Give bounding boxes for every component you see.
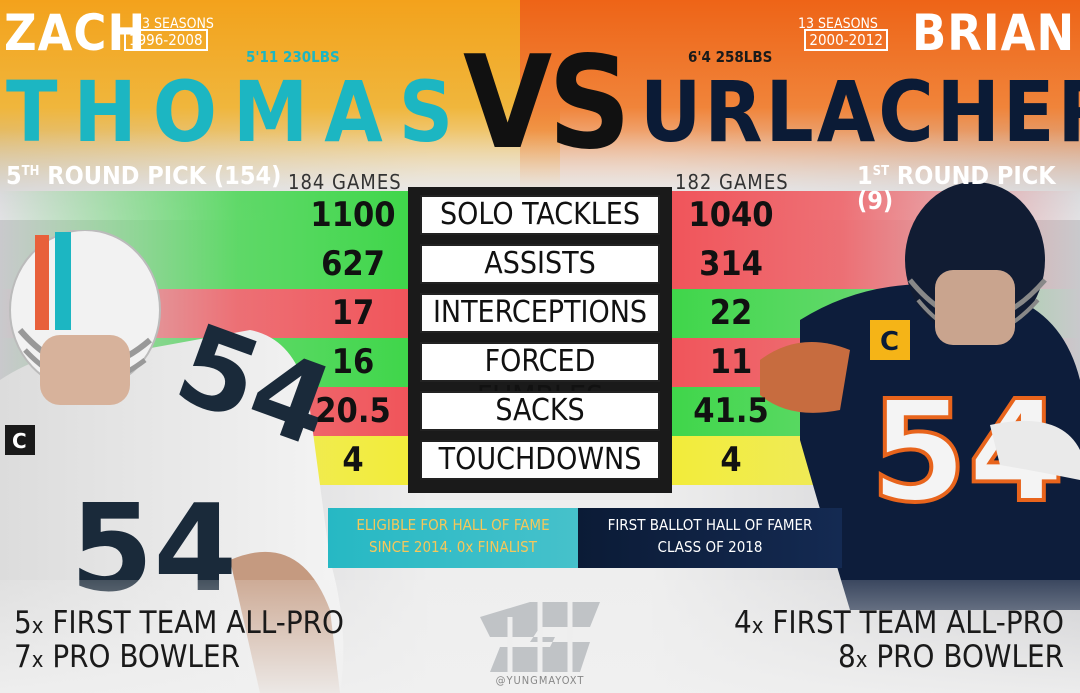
right-seasons: 13 SEASONS 2000-2012 bbox=[798, 16, 888, 52]
left-first-name: ZACH bbox=[4, 4, 147, 62]
left-hof-line2: SINCE 2014. 0x FINALIST bbox=[369, 537, 537, 556]
left-draft-pick: 5TH ROUND PICK (154) bbox=[6, 163, 281, 188]
right-pick-suffix: ST bbox=[872, 164, 890, 179]
right-stat-value: 11 bbox=[709, 342, 753, 382]
left-pick-num: 5 bbox=[6, 161, 22, 190]
left-games: 184 GAMES bbox=[288, 170, 402, 194]
captain-badge: C bbox=[880, 327, 899, 357]
right-games: 182 GAMES bbox=[675, 170, 789, 194]
left-honor-allpro: 5x FIRST TEAM ALL-PRO bbox=[14, 606, 344, 640]
left-pick-suffix: TH bbox=[21, 164, 40, 179]
stat-label: INTERCEPTIONS bbox=[420, 293, 660, 333]
right-hof-note: FIRST BALLOT HALL OF FAMER CLASS OF 2018 bbox=[578, 508, 842, 568]
left-probowl-text: PRO BOWLER bbox=[43, 639, 240, 676]
right-honors: 4x FIRST TEAM ALL-PRO 8x PRO BOWLER bbox=[734, 606, 1064, 674]
right-allpro-count: 4 bbox=[734, 605, 752, 641]
left-seasons-label: 13 SEASONS bbox=[134, 16, 214, 32]
right-years: 2000-2012 bbox=[804, 29, 888, 52]
left-stat-value: 1100 bbox=[310, 195, 396, 235]
stat-label: TOUCHDOWNS bbox=[420, 440, 660, 480]
left-allpro-text: FIRST TEAM ALL-PRO bbox=[43, 605, 344, 641]
right-stat-value: 4 bbox=[720, 440, 742, 480]
watermark-text: @YUNGMAYOXT bbox=[495, 674, 585, 687]
right-stat-value: 1040 bbox=[688, 195, 774, 235]
left-stat-value: 17 bbox=[331, 293, 375, 333]
left-seasons: 13 SEASONS 1996-2008 bbox=[124, 16, 214, 52]
right-pick-num: 1 bbox=[857, 161, 873, 190]
right-probowl-text: PRO BOWLER bbox=[867, 639, 1064, 676]
right-draft-pick: 1ST ROUND PICK (9) bbox=[857, 163, 1080, 213]
left-honor-probowl: 7x PRO BOWLER bbox=[14, 640, 344, 674]
right-jersey-number: 54 bbox=[870, 371, 1065, 534]
right-stat-value: 22 bbox=[709, 293, 753, 333]
right-last-name: URLACHER bbox=[640, 63, 1080, 161]
right-allpro-text: FIRST TEAM ALL-PRO bbox=[763, 605, 1064, 641]
left-height-weight: 5'11 230LBS bbox=[246, 48, 340, 66]
right-hof-line1: FIRST BALLOT HALL OF FAMER bbox=[607, 516, 813, 534]
brian-urlacher-player-image: C 54 bbox=[760, 182, 1080, 610]
right-hof-line2: CLASS OF 2018 bbox=[657, 537, 763, 556]
right-allpro-x: x bbox=[751, 614, 764, 639]
watermark-logo bbox=[480, 602, 600, 672]
left-pick-rest: ROUND PICK (154) bbox=[39, 161, 282, 190]
stat-label: SACKS bbox=[420, 391, 660, 431]
right-stat-value: 314 bbox=[699, 244, 763, 284]
svg-text:C: C bbox=[12, 429, 27, 453]
left-stat-value: 4 bbox=[342, 440, 364, 480]
left-hof-line1: ELIGIBLE FOR HALL OF FAME bbox=[356, 516, 550, 534]
left-last-name: THOMAS bbox=[6, 63, 470, 161]
right-probowl-count: 8 bbox=[838, 639, 856, 676]
right-seasons-label: 13 SEASONS bbox=[798, 16, 878, 32]
stat-label: ASSISTS bbox=[420, 244, 660, 284]
left-stat-value: 16 bbox=[331, 342, 375, 382]
left-hof-note: ELIGIBLE FOR HALL OF FAME SINCE 2014. 0x… bbox=[328, 508, 578, 568]
right-height-weight: 6'4 258LBS bbox=[688, 48, 773, 66]
right-stat-value: 41.5 bbox=[693, 391, 769, 431]
left-stat-value: 20.5 bbox=[315, 391, 391, 431]
left-probowl-count: 7 bbox=[14, 639, 32, 676]
left-allpro-count: 5 bbox=[14, 605, 32, 641]
right-probowl-x: x bbox=[855, 648, 868, 674]
left-honors: 5x FIRST TEAM ALL-PRO 7x PRO BOWLER bbox=[14, 606, 344, 674]
stat-label: FORCED FUMBLES bbox=[420, 342, 660, 415]
left-years: 1996-2008 bbox=[124, 29, 208, 52]
right-honor-allpro: 4x FIRST TEAM ALL-PRO bbox=[734, 606, 1064, 640]
left-stat-value: 627 bbox=[321, 244, 385, 284]
left-allpro-x: x bbox=[31, 614, 44, 639]
right-pick-rest: ROUND PICK (9) bbox=[857, 161, 1056, 215]
right-first-name: BRIAN bbox=[912, 4, 1076, 62]
stat-label: SOLO TACKLES bbox=[420, 195, 660, 235]
left-probowl-x: x bbox=[31, 648, 44, 674]
right-honor-probowl: 8x PRO BOWLER bbox=[734, 640, 1064, 674]
vs-title: VS bbox=[463, 29, 631, 178]
